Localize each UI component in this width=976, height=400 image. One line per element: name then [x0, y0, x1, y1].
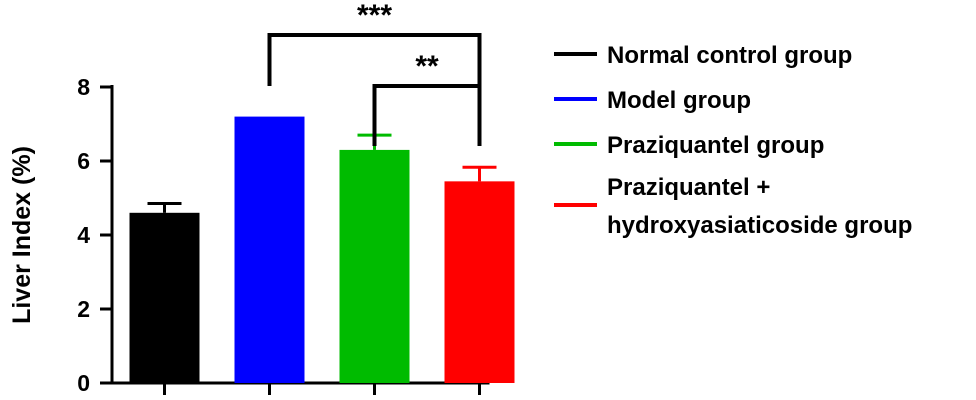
bar — [234, 116, 305, 383]
legend-label: hydroxyasiaticoside group — [607, 212, 912, 239]
legend-label: Model group — [607, 87, 751, 114]
significance-label: ** — [415, 50, 439, 83]
legend: Normal control group Model group Praziquan… — [554, 42, 912, 239]
significance-annotations: ***** — [267, 0, 482, 146]
significance-bracket — [372, 84, 482, 146]
bar — [444, 181, 515, 383]
y-tick-label: 2 — [77, 296, 90, 322]
y-tick-label: 4 — [77, 222, 90, 248]
y-tick-label: 8 — [77, 74, 90, 100]
y-axis-title: Liver Index (%) — [8, 146, 36, 324]
significance-label: *** — [357, 0, 392, 32]
legend-label: Normal control group — [607, 42, 852, 69]
legend-label: Praziquantel group — [607, 132, 824, 159]
bars — [129, 116, 515, 383]
y-tick-label: 0 — [77, 370, 90, 396]
y-tick-label: 6 — [77, 148, 90, 174]
bar — [339, 149, 410, 383]
bar — [129, 212, 200, 383]
legend-label: Praziquantel + — [607, 174, 770, 201]
